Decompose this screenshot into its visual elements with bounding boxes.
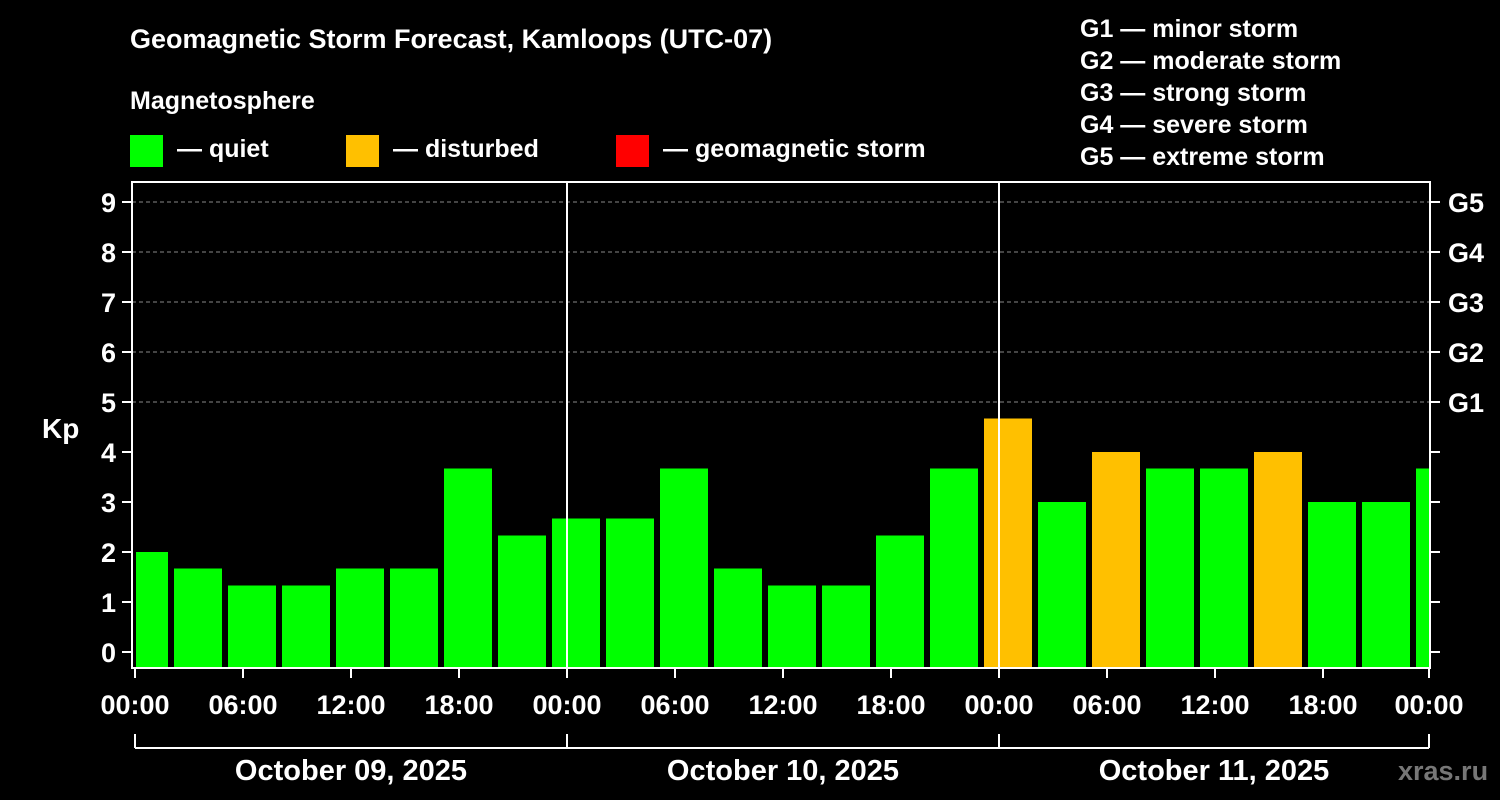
g-scale-ticks: G1 G2 G3 G4 G5 [1430, 188, 1484, 653]
bar-18 [1092, 452, 1140, 668]
y-ticks: 0 1 2 3 4 5 6 7 8 9 [101, 188, 132, 668]
bar-10 [660, 468, 708, 668]
bar-23 [1362, 502, 1410, 668]
plot-border [131, 181, 1431, 669]
watermark: xras.ru [1398, 756, 1488, 786]
day-labels: October 09, 2025 October 10, 2025 October … [134, 734, 1430, 787]
legend-label-storm: — geomagnetic storm [663, 135, 926, 163]
bar-22 [1308, 502, 1356, 668]
x-tick-label-11: 18:00 [1288, 690, 1357, 720]
bar-14 [876, 535, 924, 668]
storm-scale-g1: G1 — minor storm [1080, 15, 1298, 43]
bar-17 [1038, 502, 1086, 668]
bar-1 [174, 568, 222, 668]
g-scale-label-g4: G4 [1448, 238, 1484, 268]
bar-11 [714, 568, 762, 668]
y-tick-label-6: 6 [101, 338, 116, 368]
y-tick-label-3: 3 [101, 488, 116, 518]
x-tick-label-7: 18:00 [856, 690, 925, 720]
bar-6 [444, 468, 492, 668]
g-scale-label-g1: G1 [1448, 388, 1484, 418]
day-label-1: October 10, 2025 [667, 755, 899, 787]
bar-4 [336, 568, 384, 668]
x-tick-label-10: 12:00 [1180, 690, 1249, 720]
storm-scale-g4: G4 — severe storm [1080, 111, 1308, 139]
x-tick-label-6: 12:00 [748, 690, 817, 720]
y-tick-label-4: 4 [101, 438, 116, 468]
storm-scale-g2: G2 — moderate storm [1080, 47, 1341, 75]
x-tick-label-0: 00:00 [100, 690, 169, 720]
bars [136, 418, 1430, 668]
x-tick-label-3: 18:00 [424, 690, 493, 720]
bar-24 [1416, 468, 1430, 668]
legend-swatch-quiet [130, 135, 163, 167]
bar-0 [136, 552, 168, 668]
x-tick-label-9: 06:00 [1072, 690, 1141, 720]
bar-19 [1146, 468, 1194, 668]
bar-7 [498, 535, 546, 668]
bar-13 [822, 585, 870, 668]
day-label-0: October 09, 2025 [235, 755, 467, 787]
storm-scale-g5: G5 — extreme storm [1080, 143, 1325, 171]
bar-3 [282, 585, 330, 668]
bar-2 [228, 585, 276, 668]
y-tick-label-1: 1 [101, 588, 116, 618]
bar-9 [606, 518, 654, 668]
x-tick-label-5: 06:00 [640, 690, 709, 720]
bar-5 [390, 568, 438, 668]
legend-swatch-disturbed [346, 135, 379, 167]
bar-20 [1200, 468, 1248, 668]
bar-15 [930, 468, 978, 668]
y-axis-label: Kp [42, 413, 79, 444]
day-label-2: October 11, 2025 [1099, 755, 1330, 787]
plot-frame [131, 181, 1431, 669]
gridlines [132, 201, 1430, 403]
legend-label-disturbed: — disturbed [393, 135, 539, 163]
x-tick-label-1: 06:00 [208, 690, 277, 720]
chart-title: Geomagnetic Storm Forecast, Kamloops (UT… [130, 24, 772, 54]
bar-12 [768, 585, 816, 668]
x-tick-label-4: 00:00 [532, 690, 601, 720]
x-tick-label-8: 00:00 [964, 690, 1033, 720]
y-tick-label-2: 2 [101, 538, 116, 568]
bar-21 [1254, 452, 1302, 668]
bar-16 [984, 418, 1032, 668]
g-scale-label-g3: G3 [1448, 288, 1484, 318]
legend-swatch-storm [616, 135, 649, 167]
y-tick-label-5: 5 [101, 388, 116, 418]
x-tick-label-12: 00:00 [1394, 690, 1463, 720]
y-tick-label-7: 7 [101, 288, 116, 318]
storm-scale-g3: G3 — strong storm [1080, 79, 1306, 107]
legend-title: Magnetosphere [130, 87, 315, 115]
y-tick-label-0: 0 [101, 638, 116, 668]
g-scale-label-g2: G2 [1448, 338, 1484, 368]
y-tick-label-8: 8 [101, 238, 116, 268]
x-tick-label-2: 12:00 [316, 690, 385, 720]
legend-label-quiet: — quiet [177, 135, 269, 163]
y-tick-label-9: 9 [101, 188, 116, 218]
x-ticks: 00:00 06:00 12:00 18:00 00:00 06:00 12:00 18:00… [100, 668, 1464, 720]
bar-8 [552, 518, 600, 668]
g-scale-label-g5: G5 [1448, 188, 1484, 218]
